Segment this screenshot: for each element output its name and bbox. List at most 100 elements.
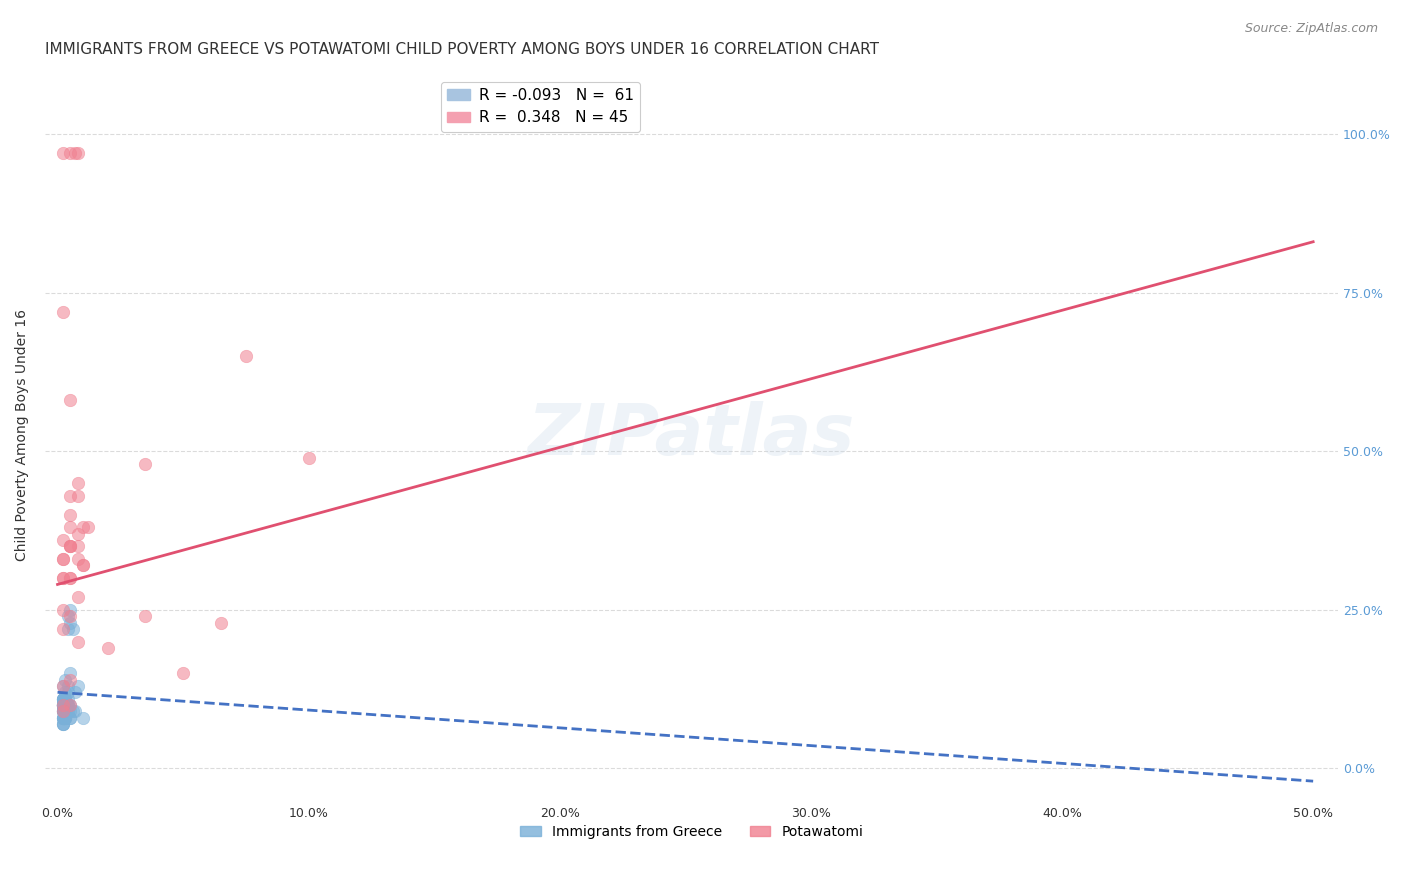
Point (72, 520, 94, 534)
Point (59, 609, 82, 624)
Point (56, 691, 79, 706)
Point (235, 349, 257, 363)
Point (59, 704, 82, 718)
Point (53, 691, 76, 706)
Point (51, 698, 73, 712)
Point (66, 590, 89, 604)
Point (51, 691, 73, 706)
Point (72, 558, 94, 573)
Point (62, 622, 84, 636)
Point (97, 640, 120, 655)
Point (59, 393, 82, 408)
Point (51, 704, 73, 718)
Point (59, 145, 82, 160)
Point (51, 603, 73, 617)
Point (59, 571, 82, 585)
Point (51, 717, 73, 731)
Point (51, 698, 73, 712)
Point (59, 698, 82, 712)
Point (51, 717, 73, 731)
Point (66, 475, 89, 490)
Y-axis label: Child Poverty Among Boys Under 16: Child Poverty Among Boys Under 16 (15, 310, 30, 561)
Text: IMMIGRANTS FROM GREECE VS POTAWATOMI CHILD POVERTY AMONG BOYS UNDER 16 CORRELATI: IMMIGRANTS FROM GREECE VS POTAWATOMI CHI… (45, 42, 879, 57)
Point (59, 615, 82, 630)
Point (56, 609, 79, 624)
Point (66, 526, 89, 541)
Point (66, 540, 89, 554)
Point (51, 304, 73, 318)
Legend: Immigrants from Greece, Potawatomi: Immigrants from Greece, Potawatomi (515, 819, 869, 845)
Point (51, 717, 73, 731)
Point (51, 711, 73, 725)
Point (56, 622, 79, 636)
Point (209, 615, 232, 630)
Point (51, 704, 73, 718)
Point (298, 450, 321, 465)
Point (134, 609, 156, 624)
Point (66, 679, 89, 693)
Point (51, 571, 73, 585)
Point (66, 552, 89, 566)
Point (51, 691, 73, 706)
Point (51, 622, 73, 636)
Point (59, 508, 82, 522)
Point (59, 698, 82, 712)
Point (72, 711, 94, 725)
Point (51, 552, 73, 566)
Point (59, 711, 82, 725)
Point (59, 489, 82, 503)
Point (59, 666, 82, 681)
Point (63, 145, 86, 160)
Point (51, 679, 73, 693)
Point (59, 673, 82, 687)
Point (56, 679, 79, 693)
Point (66, 145, 89, 160)
Point (51, 704, 73, 718)
Point (56, 704, 79, 718)
Text: Source: ZipAtlas.com: Source: ZipAtlas.com (1244, 22, 1378, 36)
Point (59, 520, 82, 534)
Point (59, 540, 82, 554)
Point (51, 552, 73, 566)
Point (59, 540, 82, 554)
Point (53, 711, 76, 725)
Text: ZIPatlas: ZIPatlas (527, 401, 855, 470)
Point (59, 711, 82, 725)
Point (51, 704, 73, 718)
Point (53, 673, 76, 687)
Point (59, 571, 82, 585)
Point (59, 603, 82, 617)
Point (63, 704, 86, 718)
Point (51, 698, 73, 712)
Point (56, 685, 79, 699)
Point (53, 711, 76, 725)
Point (56, 698, 79, 712)
Point (72, 558, 94, 573)
Point (59, 540, 82, 554)
Point (51, 698, 73, 712)
Point (51, 711, 73, 725)
Point (51, 698, 73, 712)
Point (76, 520, 98, 534)
Point (51, 691, 73, 706)
Point (51, 704, 73, 718)
Point (51, 711, 73, 725)
Point (51, 698, 73, 712)
Point (51, 698, 73, 712)
Point (53, 685, 76, 699)
Point (53, 691, 76, 706)
Point (51, 679, 73, 693)
Point (51, 691, 73, 706)
Point (51, 698, 73, 712)
Point (51, 704, 73, 718)
Point (51, 533, 73, 547)
Point (51, 698, 73, 712)
Point (51, 698, 73, 712)
Point (62, 704, 84, 718)
Point (56, 698, 79, 712)
Point (51, 711, 73, 725)
Point (63, 685, 86, 699)
Point (53, 704, 76, 718)
Point (53, 704, 76, 718)
Point (51, 698, 73, 712)
